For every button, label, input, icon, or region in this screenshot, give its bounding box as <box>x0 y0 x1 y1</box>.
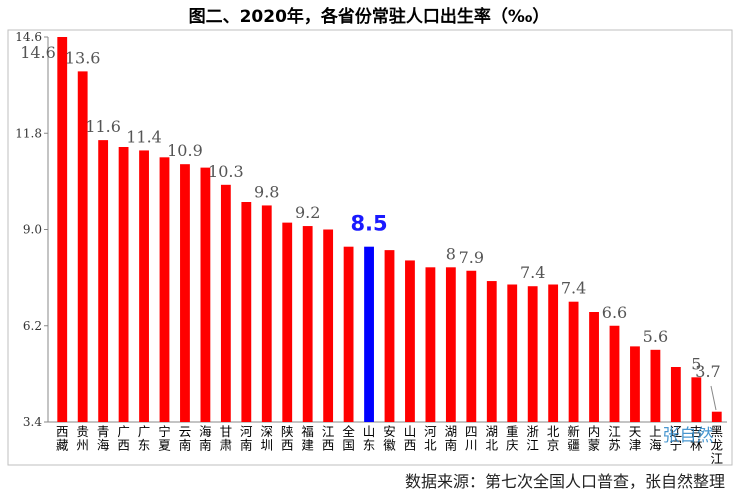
leader-line <box>710 385 717 411</box>
data-label: 11.6 <box>85 117 121 136</box>
category-label: 西藏 <box>56 424 69 453</box>
bar-江苏 <box>609 325 620 422</box>
bar-北京 <box>548 284 559 422</box>
bar-宁夏 <box>159 157 170 422</box>
bar-山东 <box>364 246 374 422</box>
category-label: 河北 <box>424 424 437 453</box>
data-label: 8 <box>446 244 456 263</box>
bar-青海 <box>98 140 109 423</box>
category-label: 天津 <box>629 424 642 453</box>
category-label: 江西 <box>322 424 335 453</box>
category-label: 青海 <box>97 424 110 453</box>
bar-深圳 <box>261 205 272 422</box>
category-label: 吉林 <box>690 424 703 453</box>
category-label: 广东 <box>138 424 151 453</box>
bar-湖北 <box>486 281 497 422</box>
data-label: 7.9 <box>459 248 484 267</box>
data-label: 10.3 <box>208 162 244 181</box>
category-label: 重庆 <box>506 424 519 453</box>
y-tick-label: 14.6 <box>15 30 42 44</box>
category-label: 上海 <box>649 424 662 453</box>
data-label: 8.5 <box>350 212 387 236</box>
category-label: 新疆 <box>567 424 580 453</box>
data-label: 14.6 <box>20 43 56 62</box>
y-tick-label: 6.2 <box>23 319 42 333</box>
category-label: 湖北 <box>486 424 499 453</box>
category-label: 深圳 <box>261 424 274 453</box>
category-label: 广西 <box>117 424 130 453</box>
bar-安徽 <box>384 250 395 423</box>
bar-重庆 <box>507 284 518 422</box>
category-label: 福建 <box>301 424 314 453</box>
bar-全国 <box>343 246 354 422</box>
category-label: 辽宁 <box>670 424 683 453</box>
bar-四川 <box>466 270 477 422</box>
bar-辽宁 <box>670 367 681 422</box>
category-label: 浙江 <box>526 424 539 453</box>
category-label: 黑龙江 <box>711 424 724 466</box>
category-label: 北京 <box>547 424 560 453</box>
category-label: 湖南 <box>445 424 458 453</box>
data-label: 7.4 <box>520 263 545 282</box>
data-label: 13.6 <box>65 48 101 67</box>
category-label: 山东 <box>363 424 376 453</box>
bar-天津 <box>630 346 640 423</box>
bar-内蒙 <box>589 312 599 422</box>
data-labels: 14.6 13.6 11.6 11.4 10.9 10.3 9.8 9.2 8.5 8 7.9 7.4… <box>20 43 721 381</box>
data-label: 3.7 <box>695 362 720 381</box>
bar-浙江 <box>527 286 538 422</box>
bar-河南 <box>241 202 252 422</box>
bar-福建 <box>302 226 313 422</box>
bar-贵州 <box>77 71 88 423</box>
data-label: 6.6 <box>602 303 627 322</box>
data-label: 11.4 <box>126 127 162 146</box>
category-label: 海南 <box>199 424 212 453</box>
data-label: 5 <box>691 354 701 373</box>
y-tick-label: 9.0 <box>23 223 42 237</box>
data-label: 9.2 <box>295 203 320 222</box>
bar-新疆 <box>568 301 579 422</box>
y-tick-label: 3.4 <box>23 415 42 429</box>
category-label: 安徽 <box>383 424 396 453</box>
y-tick-label: 11.8 <box>15 126 42 140</box>
bar-吉林 <box>691 377 702 422</box>
bar-江西 <box>323 229 334 422</box>
bar-海南 <box>200 167 211 422</box>
chart-title: 图二、2020年，各省份常驻人口出生率（‰） <box>189 6 550 27</box>
bar-西藏 <box>57 37 68 422</box>
bar-湖南 <box>445 267 456 422</box>
bar-甘肃 <box>220 184 231 422</box>
data-label: 7.4 <box>561 279 586 298</box>
bar-陕西 <box>282 222 293 422</box>
category-label: 江苏 <box>608 424 621 453</box>
category-label: 宁夏 <box>158 424 171 453</box>
data-label: 5.6 <box>643 327 668 346</box>
plot-frame <box>7 29 733 466</box>
category-label: 山西 <box>404 424 417 453</box>
category-label: 河南 <box>240 424 253 453</box>
category-label: 四川 <box>465 424 478 453</box>
category-label: 贵州 <box>76 424 89 453</box>
bars-group <box>57 37 722 423</box>
bar-云南 <box>180 164 190 422</box>
category-label: 陕西 <box>281 424 294 453</box>
data-label: 9.8 <box>254 182 279 201</box>
data-label: 10.9 <box>167 141 203 160</box>
category-label: 内蒙 <box>588 424 601 453</box>
category-labels: 西藏贵州青海广西广东宁夏云南海南甘肃河南深圳陕西福建江西全国山东安徽山西河北湖南… <box>56 424 723 466</box>
watermark-text: 张自然 <box>663 426 714 446</box>
category-label: 全国 <box>342 424 355 453</box>
bar-黑龙江 <box>711 411 722 422</box>
bar-山西 <box>405 260 415 422</box>
category-label: 云南 <box>179 424 192 453</box>
bar-河北 <box>425 267 436 422</box>
bar-上海 <box>650 349 661 422</box>
category-label: 甘肃 <box>220 424 233 453</box>
bar-广西 <box>118 147 129 422</box>
bar-广东 <box>139 150 149 422</box>
source-note: 数据来源：第七次全国人口普查，张自然整理 <box>405 472 725 491</box>
